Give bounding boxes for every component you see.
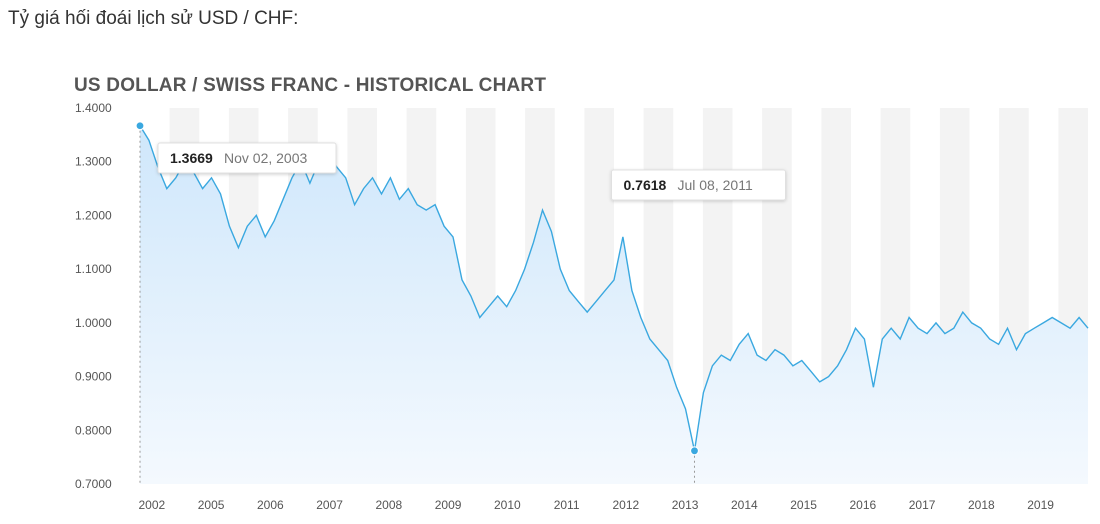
y-axis: 1.4000 1.3000 1.2000 1.1000 1.0000 0.9000 0.80… <box>75 101 112 491</box>
x-tick-label: 2002 <box>138 498 165 512</box>
y-tick-label: 1.3000 <box>75 155 112 169</box>
tooltip-marker <box>689 446 700 456</box>
y-tick-label: 1.0000 <box>75 316 112 330</box>
x-tick-label: 2005 <box>198 498 225 512</box>
y-tick-label: 1.2000 <box>75 208 112 222</box>
x-tick-label: 2017 <box>909 498 936 512</box>
x-axis: 2002 2005 2006 2007 2008 2009 2010 2011 2012 2013… <box>138 498 1054 512</box>
x-tick-label: 2012 <box>612 498 639 512</box>
x-tick-label: 2016 <box>849 498 876 512</box>
tooltip-date: Jul 08, 2011 <box>677 177 752 193</box>
tooltip-value: 1.3669 <box>170 150 213 166</box>
tooltips: 1.3669 Nov 02, 2003 0.7618 Jul 08, 2011 <box>135 121 786 484</box>
tooltip-box <box>157 142 337 174</box>
x-tick-label: 2019 <box>1027 498 1054 512</box>
x-tick-label: 2006 <box>257 498 284 512</box>
tooltip: 1.3669 Nov 02, 2003 <box>157 142 337 174</box>
x-tick-label: 2018 <box>968 498 995 512</box>
y-tick-label: 1.4000 <box>75 101 112 115</box>
tooltip-value: 0.7618 <box>623 177 666 193</box>
x-tick-label: 2010 <box>494 498 521 512</box>
x-tick-label: 2008 <box>375 498 402 512</box>
y-tick-label: 0.7000 <box>75 477 112 491</box>
x-tick-label: 2009 <box>435 498 462 512</box>
tooltip-box <box>610 169 786 201</box>
x-tick-label: 2015 <box>790 498 817 512</box>
intro-text: Tỷ giá hối đoái lịch sử USD / CHF: <box>8 8 299 29</box>
x-tick-label: 2014 <box>731 498 758 512</box>
x-tick-label: 2013 <box>672 498 699 512</box>
tooltip: 0.7618 Jul 08, 2011 <box>610 169 786 201</box>
tooltip-marker <box>135 121 145 131</box>
x-tick-label: 2007 <box>316 498 343 512</box>
chart-title: US DOLLAR / SWISS FRANC - HISTORICAL CHA… <box>74 75 547 96</box>
y-tick-label: 1.1000 <box>75 262 112 276</box>
y-tick-label: 0.8000 <box>75 423 112 437</box>
tooltip-date: Nov 02, 2003 <box>224 150 307 166</box>
x-tick-label: 2011 <box>554 498 580 512</box>
series-area <box>140 125 1088 485</box>
y-tick-label: 0.9000 <box>75 370 112 384</box>
